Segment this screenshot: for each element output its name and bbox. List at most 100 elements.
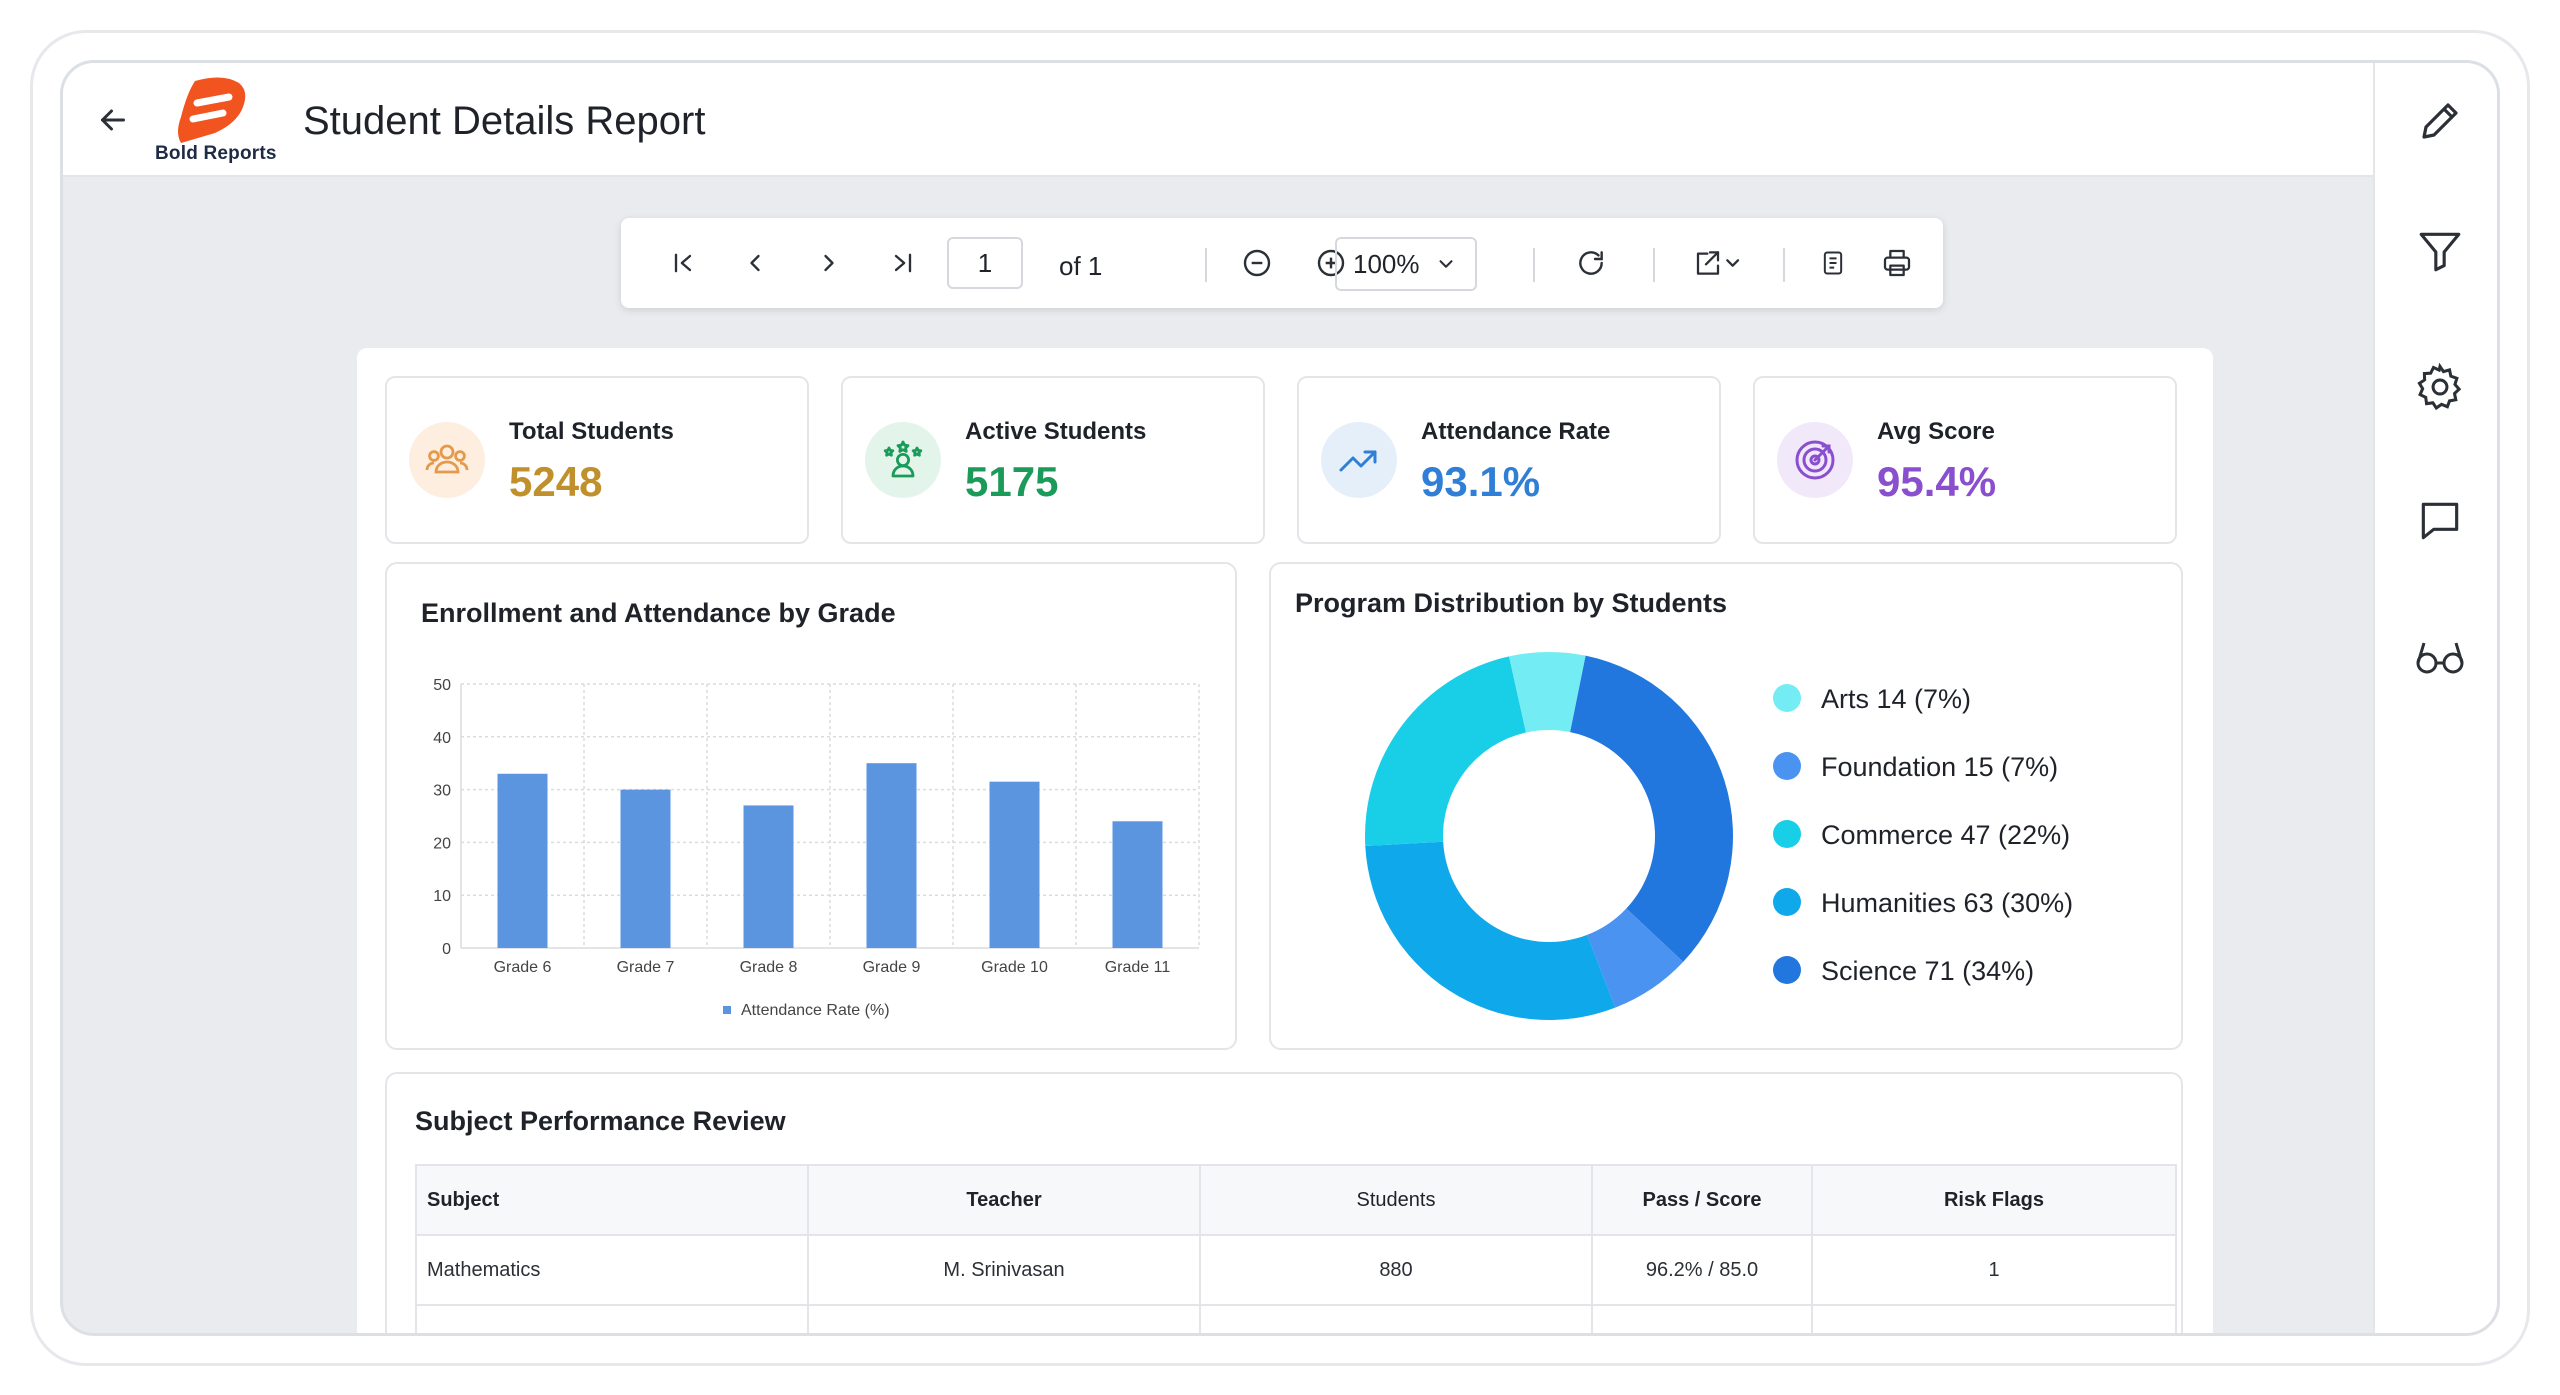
legend-label: Attendance Rate (%) [741,1002,890,1019]
bar-chart-panel: Enrollment and Attendance by Grade 0 10 20… [385,562,1237,1050]
kpi-label: Active Students [965,418,1147,445]
app-window: Bold Reports Student Details Report [60,60,2500,1336]
bar [620,789,671,948]
x-tick-label: Grade 11 [1105,959,1171,976]
column-header[interactable]: Subject [415,1164,809,1236]
table-title: Subject Performance Review [415,1106,786,1136]
toolbar-divider [1205,248,1207,282]
zoom-select[interactable]: 100% [1335,237,1477,291]
donut-chart: Arts 14 (7%) Foundation 15 (7%) Commerce 4… [1365,652,2073,1020]
toolbar-divider [1533,248,1535,282]
comment-icon[interactable] [2412,493,2468,549]
table-cell: 880 [1199,1234,1593,1306]
bar-chart-title: Enrollment and Attendance by Grade [421,598,896,628]
first-page-icon[interactable] [663,243,703,283]
zoom-out-icon[interactable] [1237,243,1277,283]
kpi-value: 5175 [965,458,1059,505]
chevron-down-icon [1439,260,1453,268]
subject-table: Subject Teacher Students Pass / Score Ri… [415,1164,2177,1333]
bar [1112,821,1163,948]
kpi-value: 5248 [509,458,603,505]
column-header[interactable]: Students [1199,1164,1593,1236]
kpi-card-active-students: Active Students 5175 [841,376,1265,544]
donut-slice [1587,908,1684,1008]
table-cell: 1 [1811,1234,2177,1306]
x-tick-label: Grade 10 [981,959,1048,976]
zoom-value: 100% [1353,248,1420,279]
kpi-value: 93.1% [1421,458,1541,505]
back-arrow-icon[interactable] [93,100,133,140]
donut-slice [1365,841,1616,1020]
last-page-icon[interactable] [883,243,923,283]
bold-reports-logo [153,73,283,169]
kpi-label: Attendance Rate [1421,418,1611,445]
bar [497,773,548,948]
filter-icon[interactable] [2412,223,2468,279]
table-cell [1199,1304,1593,1333]
export-icon[interactable] [1685,243,1751,283]
legend-label: Foundation 15 (7%) [1821,752,2058,782]
y-tick-label: 40 [433,730,451,747]
bar [989,781,1040,948]
table-cell [1811,1304,2177,1333]
trending-up-icon [1321,422,1397,498]
x-tick-label: Grade 7 [617,959,675,976]
active-user-icon [865,422,941,498]
kpi-card-attendance-rate: Attendance Rate 93.1% [1297,376,1721,544]
table-cell [415,1304,809,1333]
next-page-icon[interactable] [809,243,849,283]
legend-label: Humanities 63 (30%) [1821,888,2073,918]
settings-gear-icon[interactable] [2412,359,2468,415]
page-number-input[interactable] [947,237,1023,289]
subject-table-panel: Subject Performance Review Subject Teach… [385,1072,2183,1333]
legend-dot [1773,684,1801,712]
donut-slice [1570,655,1733,962]
kpi-card-avg-score: Avg Score 95.4% [1753,376,2177,544]
report-canvas: Total Students 5248 Active Students 5175… [357,348,2213,1333]
toolbar-divider [1783,248,1785,282]
target-icon [1777,422,1853,498]
column-header[interactable]: Teacher [807,1164,1201,1236]
table-cell: Mathematics [415,1234,809,1306]
kpi-card-total-students: Total Students 5248 [385,376,809,544]
edit-pencil-icon[interactable] [2412,93,2468,149]
bar-chart: 0 10 20 30 40 50 Grade 6 Grade 7 Grade 8 Grade 9 G… [433,677,1200,1019]
page-count-label: of 1 [1059,251,1103,281]
zoom-in-icon[interactable] [1311,243,1351,283]
kpi-value: 95.4% [1877,458,1997,505]
legend-dot [1773,820,1801,848]
previous-page-icon[interactable] [735,243,775,283]
table-cell [807,1304,1201,1333]
header: Bold Reports Student Details Report [63,63,2373,177]
table-row [415,1304,2177,1333]
x-tick-label: Grade 6 [494,959,552,976]
legend-label: Science 71 (34%) [1821,956,2034,986]
print-icon[interactable] [1877,243,1917,283]
kpi-label: Avg Score [1877,418,1995,445]
page-title: Student Details Report [303,99,706,143]
legend-label: Commerce 47 (22%) [1821,820,2070,850]
table-header-row: Subject Teacher Students Pass / Score Ri… [415,1164,2177,1236]
table-cell [1591,1304,1813,1333]
column-header[interactable]: Pass / Score [1591,1164,1813,1236]
donut-chart-title: Program Distribution by Students [1295,588,1728,618]
glasses-icon[interactable] [2412,629,2468,685]
bar [866,763,917,948]
y-tick-label: 20 [433,835,451,852]
toolbar-divider [1653,248,1655,282]
bar [743,805,794,948]
kpi-label: Total Students [509,418,674,445]
legend-swatch [723,1006,731,1014]
legend-dot [1773,888,1801,916]
y-tick-label: 50 [433,677,451,694]
column-header[interactable]: Risk Flags [1811,1164,2177,1236]
donut-slice [1365,656,1526,846]
legend-label: Arts 14 (7%) [1821,684,1971,714]
table-row: Mathematics M. Srinivasan 880 96.2% / 85… [415,1234,2177,1306]
refresh-icon[interactable] [1571,243,1611,283]
page-setup-icon[interactable] [1813,243,1853,283]
y-tick-label: 10 [433,888,451,905]
table-cell: 96.2% / 85.0 [1591,1234,1813,1306]
report-toolbar: of 1 100% [621,218,1943,308]
x-tick-label: Grade 8 [740,959,798,976]
